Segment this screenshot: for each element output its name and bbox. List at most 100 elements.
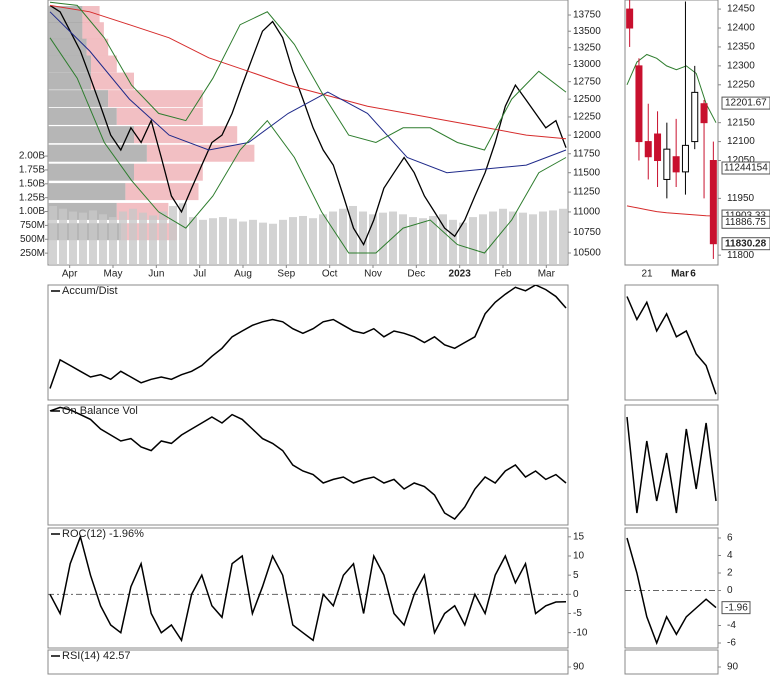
volume-by-price-down	[48, 55, 91, 73]
volume-bar	[439, 214, 447, 265]
volume-by-price-up	[82, 6, 100, 24]
candle-body	[691, 91, 699, 143]
y-tick-label: 11000	[573, 207, 601, 218]
volume-bar	[449, 219, 457, 265]
x-tick-label: 21	[641, 269, 653, 280]
x-tick-label: Sep	[277, 269, 295, 280]
price-flag	[721, 215, 770, 229]
panel-title: On Balance Vol	[62, 405, 138, 417]
y-tick-label: 13750	[573, 10, 601, 21]
candle-body	[654, 133, 662, 162]
x-tick-label: May	[104, 269, 123, 280]
candle-body	[672, 156, 680, 173]
panel	[626, 296, 717, 395]
volume-bar	[239, 221, 247, 265]
volume-bar	[529, 214, 537, 265]
panel-frame	[624, 284, 719, 401]
volume-bar	[159, 211, 167, 265]
volume-bar	[49, 205, 57, 265]
price-flag-label: 12201.67	[725, 98, 767, 109]
x-tick-label: 2023	[449, 269, 472, 280]
y-tick-label: -5	[573, 608, 582, 619]
volume-bar	[59, 208, 67, 265]
panel-title: ROC(12) -1.96%	[62, 528, 144, 540]
y-tick-label: 12100	[727, 136, 755, 147]
y-tick-label: 12350	[727, 42, 755, 53]
panel-frame	[624, 404, 719, 526]
y-tick-label: -10	[573, 627, 588, 638]
panel	[626, 0, 717, 259]
y-tick-label: 13000	[573, 59, 601, 70]
x-tick-label: 6	[690, 269, 696, 280]
y-tick-label: 0	[573, 589, 579, 600]
panel	[626, 416, 717, 514]
volume-bar	[389, 211, 397, 265]
x-tick-label: Nov	[364, 269, 382, 280]
volume-tick-label: 250M	[20, 248, 45, 259]
panel	[48, 1, 567, 265]
volume-bar	[319, 214, 327, 265]
panel-frame	[47, 404, 569, 526]
volume-bar	[379, 212, 387, 265]
y-tick-label: 12150	[727, 117, 755, 128]
volume-bar	[409, 217, 417, 265]
volume-bar	[349, 205, 357, 265]
line	[626, 296, 717, 395]
volume-bar	[229, 218, 237, 265]
line	[626, 205, 717, 217]
y-tick-label: 12500	[573, 94, 601, 105]
value-flag-label: -1.96	[725, 602, 748, 613]
panel-frame	[47, 284, 569, 401]
candle-body	[626, 8, 634, 29]
volume-bar	[129, 208, 137, 265]
y-tick-label: 6	[727, 533, 733, 544]
volume-bar	[289, 217, 297, 265]
volume-by-price-up	[125, 183, 199, 201]
volume-by-price-up	[91, 55, 117, 73]
volume-by-price-down	[48, 22, 83, 40]
line	[626, 53, 717, 123]
candle-body	[681, 144, 689, 173]
panel	[625, 537, 718, 646]
volume-bar	[139, 212, 147, 265]
volume-bar	[249, 219, 257, 265]
candle-body	[663, 148, 671, 180]
volume-bar	[489, 211, 497, 265]
y-tick-label: 90	[573, 662, 585, 673]
y-tick-label: 5	[573, 570, 579, 581]
price-flag	[721, 96, 770, 110]
volume-bar	[559, 208, 567, 265]
volume-bar	[329, 211, 337, 265]
volume-bar	[369, 214, 377, 265]
x-tick-label: Feb	[494, 269, 512, 280]
x-tick-label: Jun	[148, 269, 164, 280]
panel	[48, 534, 568, 643]
volume-by-price-up	[146, 144, 255, 162]
x-tick-label: Jul	[193, 269, 206, 280]
volume-tick-label: 750M	[20, 220, 45, 231]
line	[626, 416, 717, 514]
volume-bar	[119, 211, 127, 265]
candle-body	[644, 141, 652, 158]
volume-bar	[279, 219, 287, 265]
volume-by-price-up	[134, 126, 238, 144]
volume-bar	[269, 223, 277, 265]
volume-bar	[109, 217, 117, 265]
volume-bar	[169, 205, 177, 265]
y-tick-label: 15	[573, 531, 585, 542]
volume-bar	[69, 211, 77, 265]
panel	[49, 406, 567, 520]
volume-bar	[299, 215, 307, 265]
volume-bar	[99, 214, 107, 265]
x-tick-label: Oct	[322, 269, 338, 280]
x-tick-label: Apr	[62, 269, 78, 280]
volume-bar	[179, 203, 187, 265]
volume-by-price-up	[134, 163, 203, 181]
volume-bar	[199, 219, 207, 265]
volume-bar	[219, 217, 227, 265]
y-tick-label: 10500	[573, 248, 601, 259]
candle-body	[700, 103, 708, 124]
volume-bar	[189, 217, 197, 265]
volume-bar	[339, 208, 347, 265]
